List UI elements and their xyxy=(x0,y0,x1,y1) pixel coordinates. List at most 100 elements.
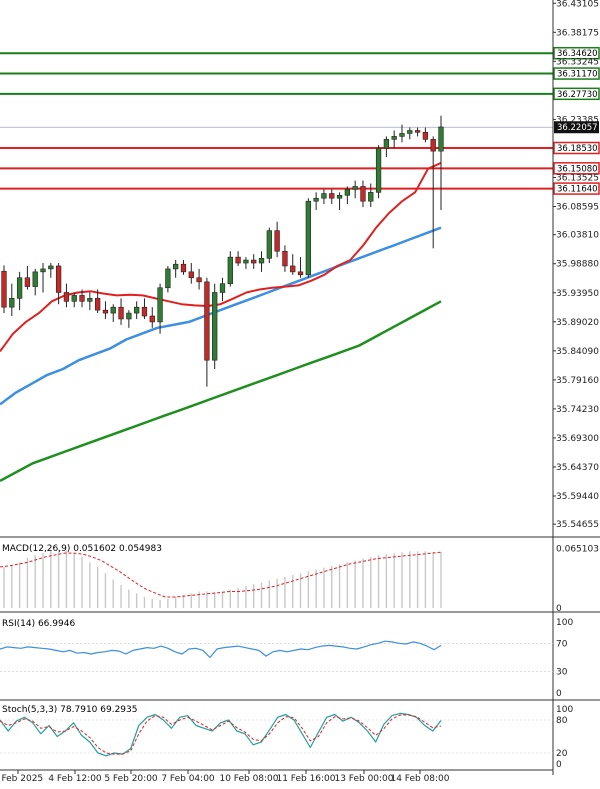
candle-bear xyxy=(251,259,257,264)
price-tick-label: 36.13525 xyxy=(556,173,599,183)
price-tick-label: 36.23385 xyxy=(556,115,599,125)
time-tick-label: 10 Feb 08:00 xyxy=(219,774,278,784)
candle-bear xyxy=(63,292,70,302)
price-tick-label: 35.89020 xyxy=(556,318,599,328)
price-tick-label: 35.84090 xyxy=(556,347,599,357)
rsi-axis-label: 100 xyxy=(556,618,573,628)
rsi-label: RSI(14) 66.9946 xyxy=(2,619,75,629)
time-tick-label: 14 Feb 08:00 xyxy=(390,774,449,784)
price-tick-label: 35.98880 xyxy=(556,260,599,270)
rsi-line xyxy=(0,640,442,659)
candle-bear xyxy=(24,277,31,287)
time-tick-label: 4 Feb 12:00 xyxy=(48,774,102,784)
candle-bull xyxy=(227,256,233,284)
candle-bear xyxy=(297,271,304,276)
level-tag xyxy=(553,67,600,80)
candle-bull xyxy=(375,147,382,193)
candle-bull xyxy=(71,295,77,302)
level-tag xyxy=(553,162,600,175)
candle-bull xyxy=(212,292,218,361)
candle-bull xyxy=(313,197,319,202)
candle-bear xyxy=(180,263,187,273)
candle-bear xyxy=(290,265,296,273)
price-tick-label: 35.64370 xyxy=(556,463,599,473)
candle-bear xyxy=(196,277,202,283)
candle-bear xyxy=(102,309,109,314)
price-tick-label: 35.54655 xyxy=(556,520,599,530)
horizontal-levels: 36.34620 36.31170 36.27730 36.18530 36.15080… xyxy=(0,46,600,195)
level-tag xyxy=(553,46,600,60)
time-axis: 3 Feb 2025 4 Feb 12:005 Feb 20:007 Feb 04… xyxy=(0,769,553,784)
time-tick-label: 13 Feb 00:00 xyxy=(334,774,393,784)
level-tag-label: 36.18530 xyxy=(557,144,598,154)
candle-bull xyxy=(243,259,249,264)
level-tag xyxy=(553,141,600,155)
level-tag-label: 36.31170 xyxy=(557,70,598,80)
candle-bull xyxy=(344,189,350,196)
candle-bear xyxy=(235,256,241,264)
candle-bear xyxy=(188,271,194,279)
candle-bear xyxy=(55,265,62,293)
time-tick-label: 5 Feb 20:00 xyxy=(104,774,158,784)
stoch-label: Stoch(5,3,3) 78.7910 69.2935 xyxy=(2,705,137,715)
current-price-label: 36.22057 xyxy=(557,123,598,133)
ema-blue-line xyxy=(0,226,442,406)
time-tick-label: 11 Feb 16:00 xyxy=(276,774,335,784)
price-tick-label: 36.08595 xyxy=(556,203,599,213)
candle-bear xyxy=(141,306,148,317)
candle-bull xyxy=(9,298,15,308)
candle-bear xyxy=(95,298,101,311)
stoch-axis-label: 20 xyxy=(556,749,568,759)
price-tick-label: 36.43105 xyxy=(556,0,599,9)
candle-bear xyxy=(274,230,280,252)
candle-bull xyxy=(305,200,311,276)
candle-bear xyxy=(118,306,124,320)
stoch-axis-label: 100 xyxy=(556,705,573,715)
rsi-axis-label: 0 xyxy=(556,689,562,699)
candle-bull xyxy=(48,265,54,270)
candle-bull xyxy=(219,283,226,293)
candle-bear xyxy=(282,250,288,267)
level-tag-label: 36.15080 xyxy=(557,164,598,174)
candle-bear xyxy=(422,131,429,140)
level-tag-label: 36.11640 xyxy=(557,185,598,195)
ema-green-line xyxy=(0,300,442,482)
rsi-axis-label: 30 xyxy=(556,668,568,678)
rsi-axis-label: 70 xyxy=(556,639,568,649)
candle-bull xyxy=(399,133,405,137)
candle-bear xyxy=(430,139,436,152)
price-tick-label: 35.59440 xyxy=(556,492,599,502)
price-tick-label: 36.03810 xyxy=(556,231,599,241)
moving-averages xyxy=(0,161,442,482)
candle-bear xyxy=(1,270,7,308)
price-tick-label: 35.69300 xyxy=(556,434,599,444)
rsi-panel: 100 70 30 0 xyxy=(0,618,600,701)
candle-bear xyxy=(79,295,85,302)
level-tag-label: 36.27730 xyxy=(557,90,598,100)
macd-signal-line xyxy=(0,551,442,598)
candle-bull xyxy=(407,130,413,134)
candle-bear xyxy=(360,186,366,202)
price-tick-label: 35.93950 xyxy=(556,289,599,299)
level-tag-label: 36.34620 xyxy=(557,49,598,59)
stoch-axis-label: 0 xyxy=(556,760,562,770)
candle-bull xyxy=(391,136,397,140)
candle-bull xyxy=(16,277,23,299)
candle-bull xyxy=(87,298,93,302)
candle-bear xyxy=(329,193,335,199)
candle-bull xyxy=(321,193,327,199)
level-tag xyxy=(553,182,600,195)
candle-bull xyxy=(266,230,272,259)
time-tick-label: 3 Feb 2025 xyxy=(0,774,43,784)
candle-bear xyxy=(414,130,421,133)
level-tag xyxy=(553,87,600,101)
candle-bull xyxy=(134,306,140,314)
candle-bull xyxy=(165,268,171,289)
candle-bull xyxy=(383,139,390,149)
ema-red-line xyxy=(0,161,442,352)
candle-bull xyxy=(368,192,374,202)
price-tick-label: 36.38175 xyxy=(556,28,599,38)
